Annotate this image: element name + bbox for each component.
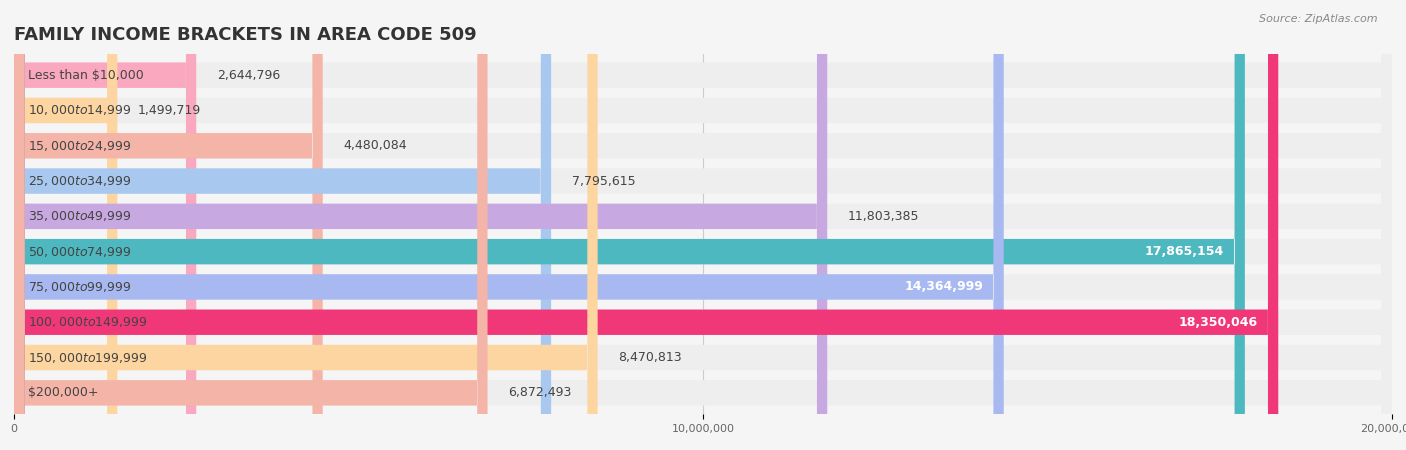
FancyBboxPatch shape	[14, 0, 1392, 450]
Text: $10,000 to $14,999: $10,000 to $14,999	[28, 104, 131, 117]
Text: 17,865,154: 17,865,154	[1144, 245, 1225, 258]
FancyBboxPatch shape	[14, 0, 1392, 450]
Text: $25,000 to $34,999: $25,000 to $34,999	[28, 174, 131, 188]
Text: 18,350,046: 18,350,046	[1178, 316, 1257, 329]
Text: 2,644,796: 2,644,796	[217, 69, 280, 82]
FancyBboxPatch shape	[14, 0, 323, 450]
Text: $75,000 to $99,999: $75,000 to $99,999	[28, 280, 131, 294]
Text: 11,803,385: 11,803,385	[848, 210, 920, 223]
FancyBboxPatch shape	[14, 0, 1392, 450]
FancyBboxPatch shape	[14, 0, 488, 450]
Text: $15,000 to $24,999: $15,000 to $24,999	[28, 139, 131, 153]
Text: $50,000 to $74,999: $50,000 to $74,999	[28, 245, 131, 259]
Text: Source: ZipAtlas.com: Source: ZipAtlas.com	[1260, 14, 1378, 23]
FancyBboxPatch shape	[14, 0, 1392, 450]
Text: 14,364,999: 14,364,999	[904, 280, 983, 293]
FancyBboxPatch shape	[14, 0, 1392, 450]
Text: $150,000 to $199,999: $150,000 to $199,999	[28, 351, 148, 364]
FancyBboxPatch shape	[14, 0, 1244, 450]
Text: 6,872,493: 6,872,493	[508, 386, 572, 399]
Text: $200,000+: $200,000+	[28, 386, 98, 399]
FancyBboxPatch shape	[14, 0, 1392, 450]
Text: 4,480,084: 4,480,084	[343, 139, 406, 152]
Text: Less than $10,000: Less than $10,000	[28, 69, 143, 82]
FancyBboxPatch shape	[14, 0, 197, 450]
FancyBboxPatch shape	[14, 0, 1392, 450]
FancyBboxPatch shape	[14, 0, 1392, 450]
Text: $100,000 to $149,999: $100,000 to $149,999	[28, 315, 148, 329]
Text: $35,000 to $49,999: $35,000 to $49,999	[28, 209, 131, 223]
FancyBboxPatch shape	[14, 0, 1392, 450]
Text: 7,795,615: 7,795,615	[572, 175, 636, 188]
Text: FAMILY INCOME BRACKETS IN AREA CODE 509: FAMILY INCOME BRACKETS IN AREA CODE 509	[14, 26, 477, 44]
FancyBboxPatch shape	[14, 0, 1004, 450]
Text: 1,499,719: 1,499,719	[138, 104, 201, 117]
FancyBboxPatch shape	[14, 0, 1278, 450]
FancyBboxPatch shape	[14, 0, 598, 450]
Text: 8,470,813: 8,470,813	[619, 351, 682, 364]
FancyBboxPatch shape	[14, 0, 827, 450]
FancyBboxPatch shape	[14, 0, 117, 450]
FancyBboxPatch shape	[14, 0, 1392, 450]
FancyBboxPatch shape	[14, 0, 551, 450]
